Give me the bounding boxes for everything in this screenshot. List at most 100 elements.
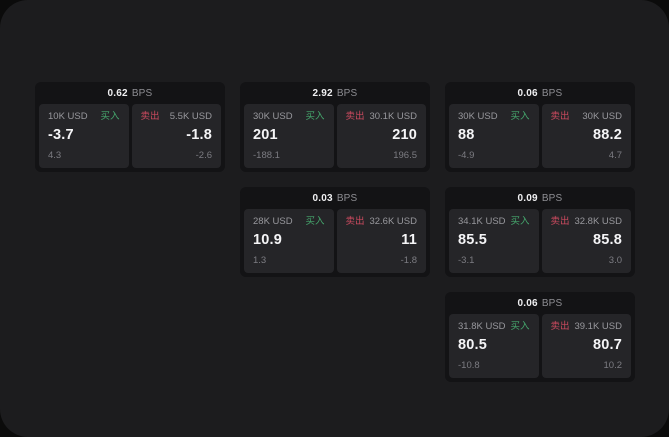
spread-value: 0.06 <box>517 87 538 99</box>
quote-card-body: 30K USD 买入 88 -4.9 卖出 30K USD 88.2 4.7 <box>445 104 635 172</box>
quote-card: 0.09 BPS 34.1K USD 买入 85.5 -3.1 卖出 32.8K… <box>445 187 635 277</box>
sell-price: 11 <box>401 232 417 248</box>
buy-sub-value: -4.9 <box>458 150 475 161</box>
sell-sub-value: 10.2 <box>603 360 623 371</box>
spread-header: 0.09 BPS <box>445 187 635 209</box>
sell-size: 39.1K USD <box>574 321 622 332</box>
sell-tile-header: 卖出 30.1K USD <box>346 111 418 123</box>
buy-price: 10.9 <box>253 232 283 248</box>
spread-header: 2.92 BPS <box>240 82 430 104</box>
buy-side-label: 买入 <box>305 111 325 122</box>
sell-sub-value: -1.8 <box>400 255 417 266</box>
sell-quote-tile[interactable]: 卖出 30.1K USD 210 196.5 <box>336 104 426 168</box>
sell-price: 85.8 <box>592 232 622 248</box>
bps-unit-label: BPS <box>541 192 563 204</box>
sell-size: 32.8K USD <box>574 216 622 227</box>
sell-side-label: 卖出 <box>345 111 365 122</box>
quote-card-body: 30K USD 买入 201 -188.1 卖出 30.1K USD 210 1… <box>240 104 430 172</box>
sell-quote-tile[interactable]: 卖出 32.8K USD 85.8 3.0 <box>541 209 631 273</box>
buy-quote-tile[interactable]: 28K USD 买入 10.9 1.3 <box>244 209 334 273</box>
buy-tile-header: 30K USD 买入 <box>253 111 325 123</box>
sell-side-label: 卖出 <box>550 216 570 227</box>
sell-side-label: 卖出 <box>345 216 365 227</box>
sell-size: 30.1K USD <box>369 111 417 122</box>
buy-sub-value: -10.8 <box>458 360 480 371</box>
buy-size: 10K USD <box>48 111 88 122</box>
sell-size: 32.6K USD <box>369 216 417 227</box>
buy-size: 30K USD <box>458 111 498 122</box>
buy-size: 31.8K USD <box>458 321 506 332</box>
buy-tile-header: 31.8K USD 买入 <box>458 321 530 333</box>
sell-price: 210 <box>392 127 417 143</box>
quote-card: 0.03 BPS 28K USD 买入 10.9 1.3 卖出 32.6K US… <box>240 187 430 277</box>
sell-size: 5.5K USD <box>169 111 212 122</box>
buy-quote-tile[interactable]: 30K USD 买入 88 -4.9 <box>449 104 539 168</box>
buy-price: 85.5 <box>458 232 488 248</box>
sell-price: -1.8 <box>186 127 212 143</box>
quote-card-body: 10K USD 买入 -3.7 4.3 卖出 5.5K USD -1.8 -2.… <box>35 104 225 172</box>
buy-quote-tile[interactable]: 30K USD 买入 201 -188.1 <box>244 104 334 168</box>
buy-side-label: 买入 <box>510 321 530 332</box>
buy-price: 80.5 <box>458 337 488 353</box>
buy-quote-tile[interactable]: 31.8K USD 买入 80.5 -10.8 <box>449 314 539 378</box>
sell-sub-value: 196.5 <box>393 150 417 161</box>
bps-unit-label: BPS <box>131 87 153 99</box>
bps-unit-label: BPS <box>541 297 563 309</box>
buy-price: 88 <box>458 127 475 143</box>
sell-quote-tile[interactable]: 卖出 5.5K USD -1.8 -2.6 <box>131 104 221 168</box>
buy-price: 201 <box>253 127 278 143</box>
sell-quote-tile[interactable]: 卖出 39.1K USD 80.7 10.2 <box>541 314 631 378</box>
sell-size: 30K USD <box>582 111 622 122</box>
buy-quote-tile[interactable]: 34.1K USD 买入 85.5 -3.1 <box>449 209 539 273</box>
quote-card-grid: 0.62 BPS 10K USD 买入 -3.7 4.3 卖出 5.5K USD… <box>35 82 635 382</box>
buy-quote-tile[interactable]: 10K USD 买入 -3.7 4.3 <box>39 104 129 168</box>
sell-quote-tile[interactable]: 卖出 32.6K USD 11 -1.8 <box>336 209 426 273</box>
sell-sub-value: -2.6 <box>195 150 212 161</box>
quote-card: 0.62 BPS 10K USD 买入 -3.7 4.3 卖出 5.5K USD… <box>35 82 225 172</box>
buy-sub-value: 1.3 <box>253 255 267 266</box>
spread-header: 0.06 BPS <box>445 82 635 104</box>
quote-card: 0.06 BPS 30K USD 买入 88 -4.9 卖出 30K USD 8… <box>445 82 635 172</box>
spread-value: 0.06 <box>517 297 538 309</box>
buy-side-label: 买入 <box>510 216 530 227</box>
buy-tile-header: 28K USD 买入 <box>253 216 325 228</box>
sell-tile-header: 卖出 32.8K USD <box>551 216 623 228</box>
buy-tile-header: 10K USD 买入 <box>48 111 120 123</box>
buy-tile-header: 34.1K USD 买入 <box>458 216 530 228</box>
buy-size: 34.1K USD <box>458 216 506 227</box>
buy-sub-value: 4.3 <box>48 150 62 161</box>
sell-price: 80.7 <box>592 337 622 353</box>
sell-tile-header: 卖出 5.5K USD <box>141 111 213 123</box>
sell-side-label: 卖出 <box>550 111 570 122</box>
sell-tile-header: 卖出 32.6K USD <box>346 216 418 228</box>
buy-size: 28K USD <box>253 216 293 227</box>
sell-tile-header: 卖出 30K USD <box>551 111 623 123</box>
quote-card-body: 31.8K USD 买入 80.5 -10.8 卖出 39.1K USD 80.… <box>445 314 635 382</box>
buy-side-label: 买入 <box>100 111 120 122</box>
sell-side-label: 卖出 <box>140 111 160 122</box>
sell-sub-value: 4.7 <box>608 150 622 161</box>
quote-card-body: 34.1K USD 买入 85.5 -3.1 卖出 32.8K USD 85.8… <box>445 209 635 277</box>
buy-size: 30K USD <box>253 111 293 122</box>
bps-unit-label: BPS <box>336 192 358 204</box>
bps-unit-label: BPS <box>336 87 358 99</box>
buy-sub-value: -188.1 <box>253 150 280 161</box>
quote-card: 0.06 BPS 31.8K USD 买入 80.5 -10.8 卖出 39.1… <box>445 292 635 382</box>
quote-card: 2.92 BPS 30K USD 买入 201 -188.1 卖出 30.1K … <box>240 82 430 172</box>
buy-sub-value: -3.1 <box>458 255 475 266</box>
spread-header: 0.06 BPS <box>445 292 635 314</box>
spread-value: 0.09 <box>517 192 538 204</box>
buy-tile-header: 30K USD 买入 <box>458 111 530 123</box>
sell-price: 88.2 <box>592 127 622 143</box>
spread-value: 0.62 <box>107 87 128 99</box>
sell-sub-value: 3.0 <box>608 255 622 266</box>
sell-quote-tile[interactable]: 卖出 30K USD 88.2 4.7 <box>541 104 631 168</box>
sell-tile-header: 卖出 39.1K USD <box>551 321 623 333</box>
quote-card-body: 28K USD 买入 10.9 1.3 卖出 32.6K USD 11 -1.8 <box>240 209 430 277</box>
buy-price: -3.7 <box>48 127 74 143</box>
sell-side-label: 卖出 <box>550 321 570 332</box>
spread-header: 0.62 BPS <box>35 82 225 104</box>
buy-side-label: 买入 <box>305 216 325 227</box>
buy-side-label: 买入 <box>510 111 530 122</box>
